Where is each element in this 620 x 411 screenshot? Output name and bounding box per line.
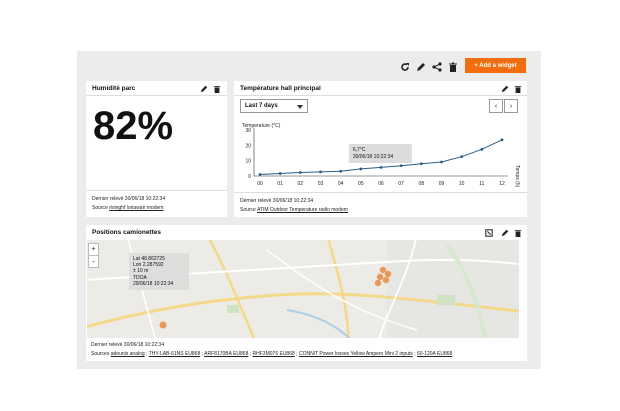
data-point <box>258 173 262 176</box>
tooltip-accuracy: ± 10 m <box>133 268 149 275</box>
source-prefix: Source <box>240 207 256 213</box>
positions-card-title: Positions camionettes <box>92 229 161 236</box>
source-link[interactable]: ATIM Outdoor Temperature radio modem <box>256 207 348 213</box>
source-line: Source risinghf loriawan modem <box>92 205 163 211</box>
x-tick-label: 11 <box>479 181 484 187</box>
source-link[interactable]: adeunis analog <box>110 351 145 357</box>
data-point <box>319 170 322 174</box>
x-tick-label: 03 <box>318 181 324 187</box>
data-point <box>399 164 403 168</box>
range-select-value: Last 7 days <box>245 103 278 109</box>
tooltip-lon: Lon 2.287592 <box>133 262 164 269</box>
edit-icon[interactable] <box>415 61 427 73</box>
x-tick-label: 02 <box>298 181 304 187</box>
source-line: Source ATIM Outdoor Temperature radio mo… <box>240 207 348 213</box>
edit-icon[interactable] <box>500 84 509 93</box>
chart-tooltip <box>348 144 412 163</box>
tooltip-lat: Lat 48.862725 <box>133 256 165 262</box>
add-widget-button[interactable]: + Add a widget <box>465 58 526 73</box>
source-link[interactable]: ARF8170BA EU868 <box>204 351 249 357</box>
data-point <box>298 171 302 174</box>
humidity-card-title: Humidité parc <box>92 85 136 92</box>
temperature-chart: Temperature (°C) 0 10 20 30 00 01 02 03 04 05 06 07 0… <box>242 123 520 188</box>
last-reading: Dernier relevé 30/06/18 10:22:34 <box>92 196 166 202</box>
tooltip-method: TDOA <box>133 274 147 281</box>
sources-prefix: Sources <box>91 351 110 357</box>
humidity-card <box>86 81 227 217</box>
data-point <box>500 138 504 142</box>
last-reading: Dernier relevé 30/06/18 10:22:34 <box>240 198 314 204</box>
temperature-card-title: Température hall principal <box>240 85 321 92</box>
trash-icon[interactable] <box>447 61 459 73</box>
sources-line: Sources adeunis analog ; THY-LAB-61NS EU… <box>91 351 453 357</box>
source-link[interactable]: risinghf loriawan modem <box>109 205 164 211</box>
trash-icon[interactable] <box>513 228 522 237</box>
tooltip-time: 29/06/18 10:22:34 <box>133 280 174 287</box>
divider <box>86 190 227 191</box>
data-point <box>379 166 383 169</box>
data-point <box>359 167 363 171</box>
edit-icon[interactable] <box>500 228 509 237</box>
zoom-in-button[interactable]: + <box>89 244 98 256</box>
source-link[interactable]: 60-120A EU868 <box>416 351 453 357</box>
humidity-value: 82% <box>93 104 174 148</box>
divider <box>234 95 527 96</box>
x-tick-label: 09 <box>439 181 445 187</box>
trash-icon[interactable] <box>212 84 221 93</box>
y-tick-label: 10 <box>245 159 251 165</box>
data-point <box>440 160 443 164</box>
source-prefix: Source <box>92 205 108 211</box>
x-tick-label: 08 <box>419 181 425 187</box>
x-tick-label: 04 <box>338 181 344 187</box>
chevron-down-icon <box>297 105 303 109</box>
map-tooltip: Lat 48.862725 Lon 2.287592 ± 10 m TDOA 2… <box>129 253 189 290</box>
edit-icon[interactable] <box>199 84 208 93</box>
data-point <box>339 169 343 173</box>
data-point <box>460 155 464 159</box>
x-tick-label: 06 <box>378 181 384 187</box>
chart-tooltip-time: 30/06/18 10:22:34 <box>353 154 394 160</box>
divider <box>86 95 227 96</box>
x-tick-label: 12 <box>499 181 505 187</box>
x-tick-label: 10 <box>459 181 465 187</box>
zoom-out-button[interactable]: - <box>92 258 95 266</box>
next-button[interactable]: › <box>504 99 518 113</box>
chart-tooltip-value: 6,7°C <box>353 147 366 153</box>
source-link[interactable]: RHF3M076 EU868 <box>252 351 295 357</box>
range-select[interactable]: Last 7 days <box>240 99 308 113</box>
x-tick-label: 01 <box>277 181 283 187</box>
data-point <box>419 162 423 166</box>
prev-button[interactable]: ‹ <box>489 99 503 113</box>
fullscreen-icon[interactable] <box>484 228 493 237</box>
x-tick-label: 00 <box>257 181 263 187</box>
data-point <box>278 172 282 175</box>
x-tick-label: 07 <box>398 181 404 187</box>
y-tick-label: 0 <box>248 174 251 180</box>
map-zoom-control: + - <box>88 243 99 268</box>
data-point <box>480 147 484 151</box>
source-link[interactable]: CONNIT Power losses Yellow Ampero Mini 2… <box>298 351 413 357</box>
trash-icon[interactable] <box>513 84 522 93</box>
x-tick-label: 05 <box>358 181 364 187</box>
last-reading: Dernier relevé 30/06/18 10:22:34 <box>91 342 165 348</box>
source-link[interactable]: THY-LAB-61NS EU868 <box>148 351 201 357</box>
y-tick-label: 30 <box>245 128 251 134</box>
map-tiles <box>87 240 519 338</box>
x-axis-label: Temps (h) <box>514 165 520 188</box>
y-tick-label: 20 <box>245 143 251 149</box>
y-axis-label: Temperature (°C) <box>242 123 281 129</box>
refresh-icon[interactable] <box>399 61 411 73</box>
divider <box>234 192 527 193</box>
share-icon[interactable] <box>431 61 443 73</box>
